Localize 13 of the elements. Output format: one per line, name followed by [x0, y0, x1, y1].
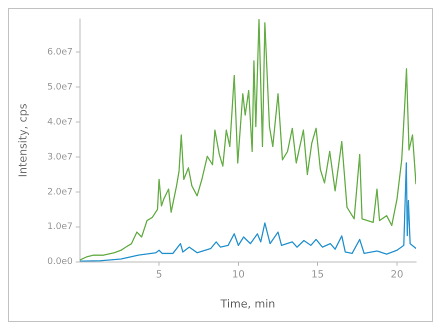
x-tick-label: 5: [156, 269, 162, 280]
y-tick-label: 4.0e7: [47, 117, 73, 128]
x-tick-label: 20: [390, 269, 404, 280]
x-tick-label: 10: [232, 269, 245, 280]
y-tick-label: 6.0e7: [47, 48, 73, 58]
x-axis-title: Time, min: [220, 297, 276, 310]
y-axis-title: Intensity, cps: [16, 103, 30, 178]
y-tick-label: 1.0e7: [47, 222, 73, 232]
x-tick-label: 15: [311, 269, 324, 280]
y-tick-label: 0.0e0: [47, 257, 74, 268]
y-tick-label: 2.0e7: [47, 187, 73, 198]
y-tick-label: 3.0e7: [47, 152, 73, 162]
y-tick-label: 5.0e7: [47, 82, 73, 92]
